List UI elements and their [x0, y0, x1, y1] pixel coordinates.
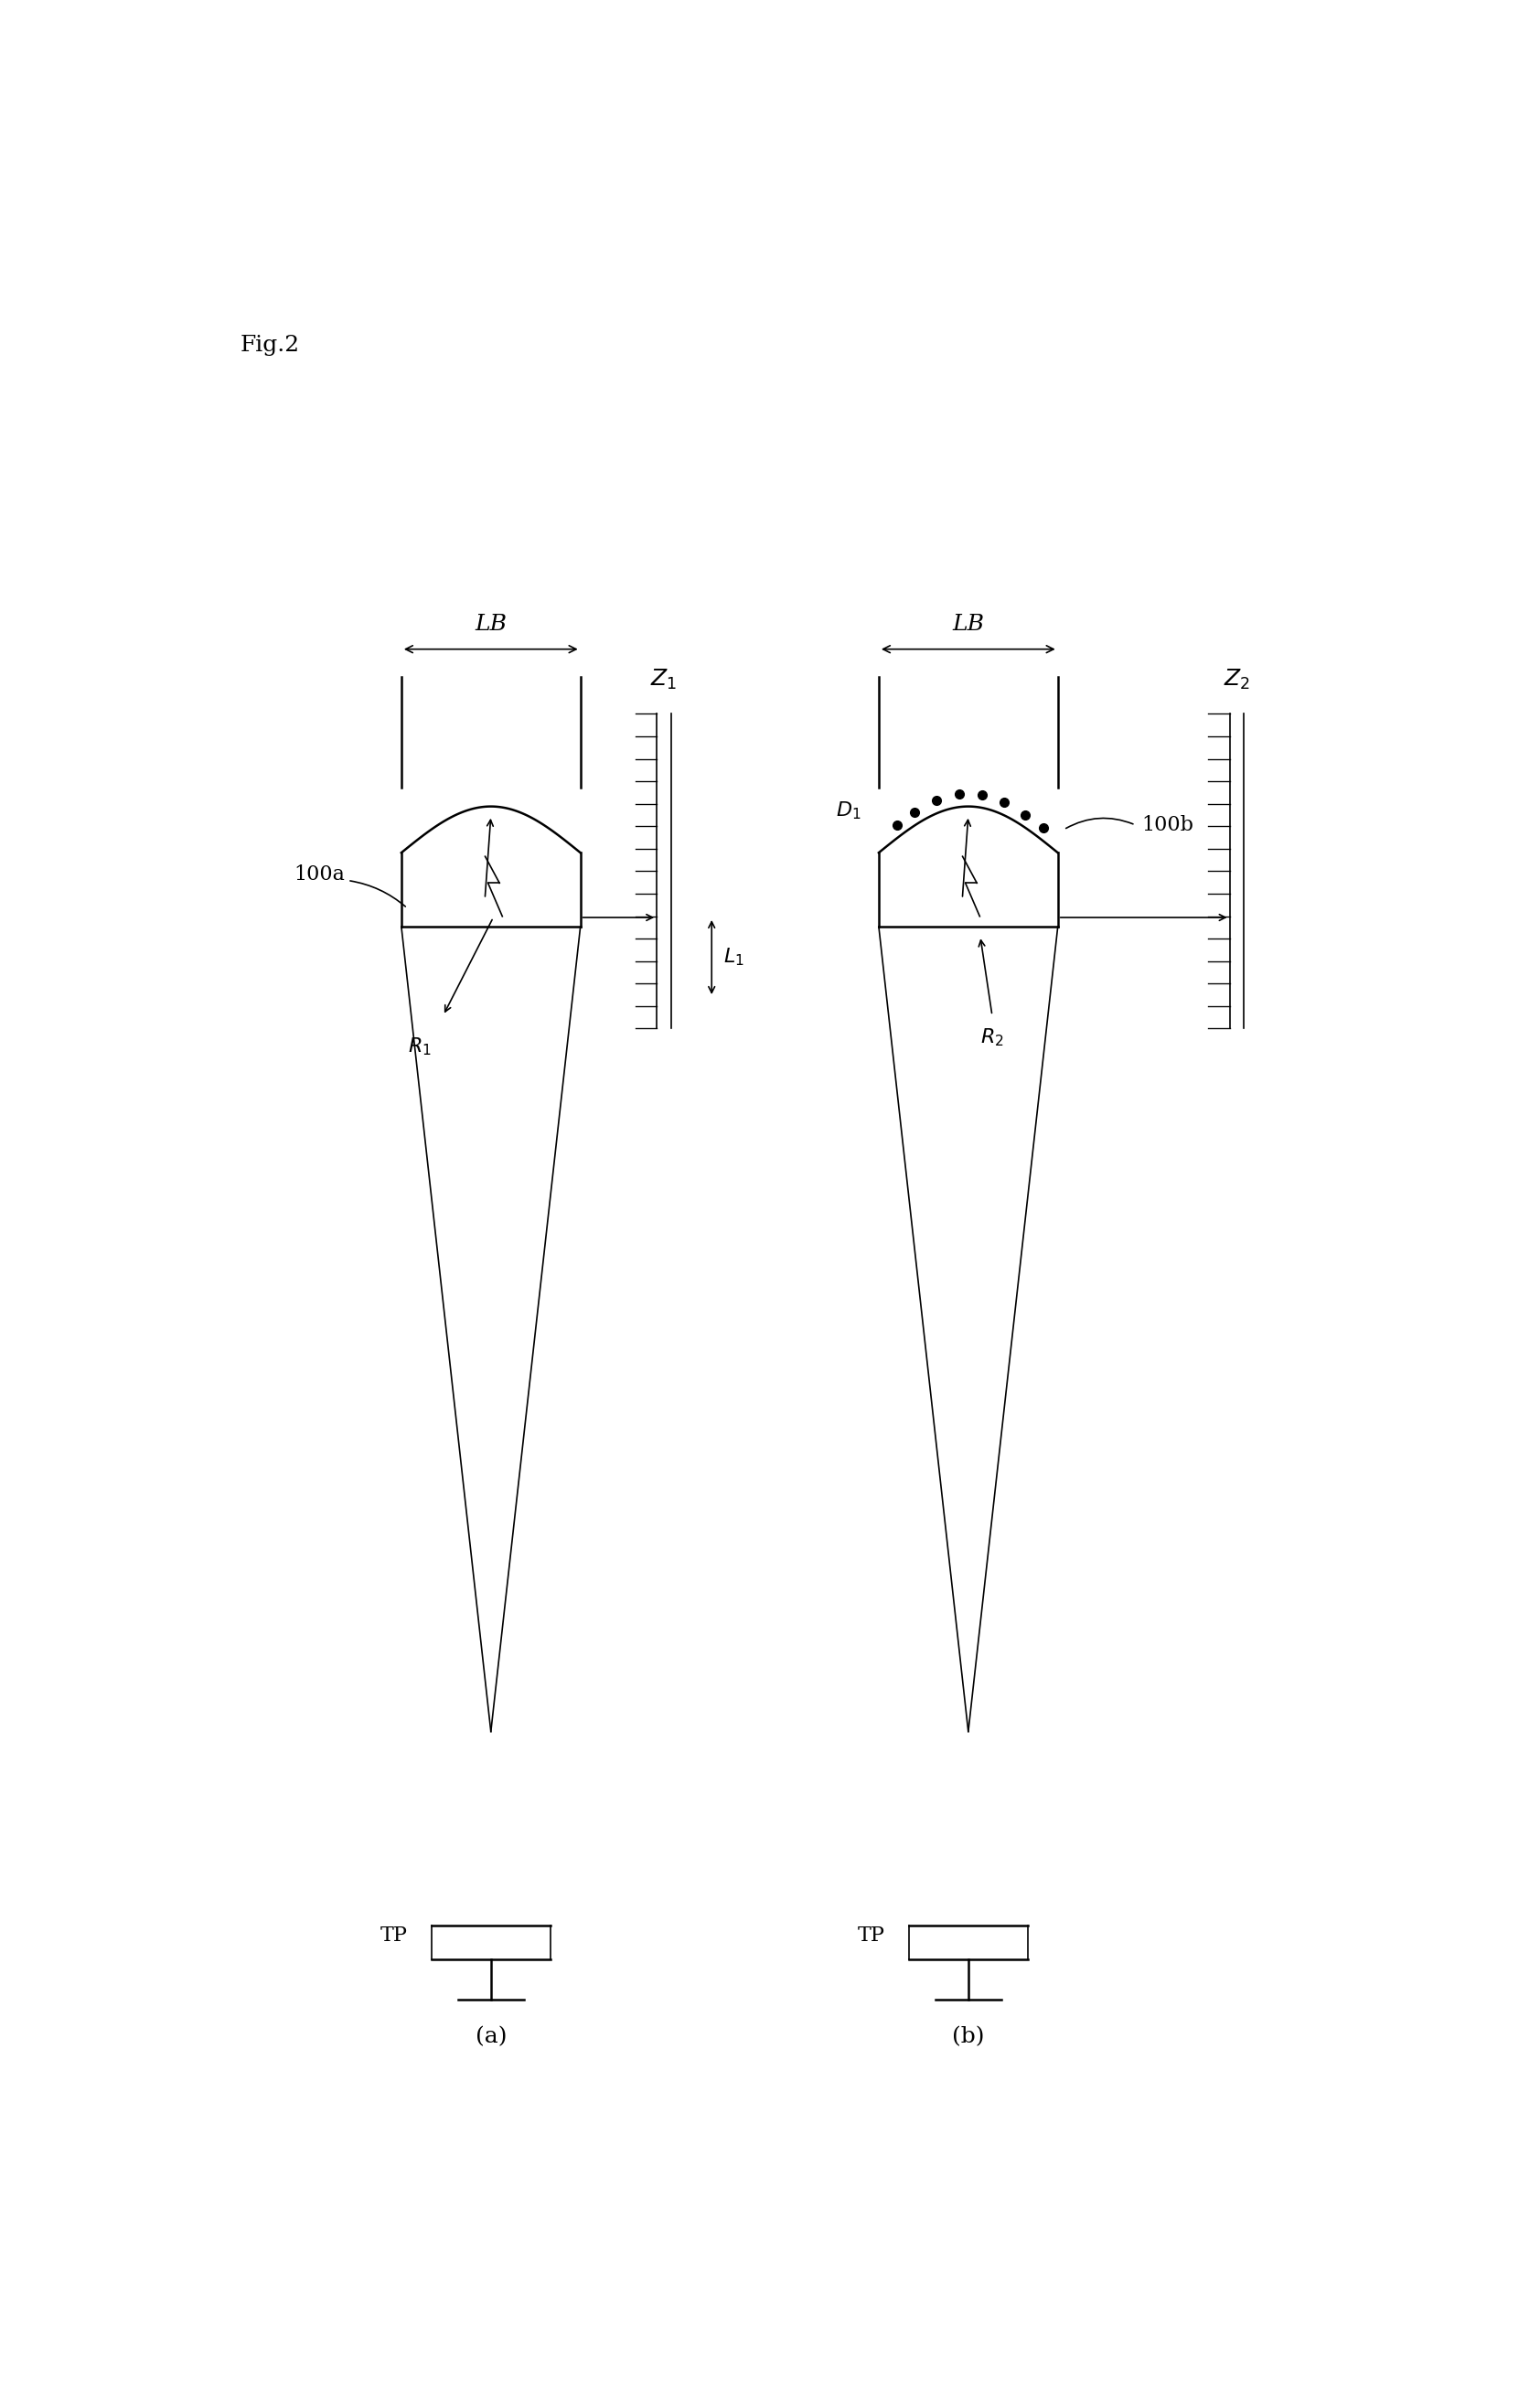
Text: TP: TP — [380, 1925, 407, 1944]
Text: $R_2$: $R_2$ — [981, 1026, 1004, 1048]
Text: LB: LB — [952, 613, 984, 634]
Text: LB: LB — [474, 613, 507, 634]
Text: $Z_2$: $Z_2$ — [1224, 668, 1250, 692]
Text: $R_1$: $R_1$ — [408, 1036, 431, 1057]
Text: $L_1$: $L_1$ — [724, 947, 744, 968]
Text: $D_1$: $D_1$ — [836, 800, 861, 822]
Text: (b): (b) — [952, 2026, 984, 2047]
Text: 100b: 100b — [1141, 815, 1194, 834]
Text: Fig.2: Fig.2 — [240, 334, 300, 356]
Text: 100a: 100a — [294, 865, 345, 884]
Text: $Z_1$: $Z_1$ — [650, 668, 678, 692]
Text: (a): (a) — [476, 2026, 507, 2047]
Text: TP: TP — [858, 1925, 886, 1944]
